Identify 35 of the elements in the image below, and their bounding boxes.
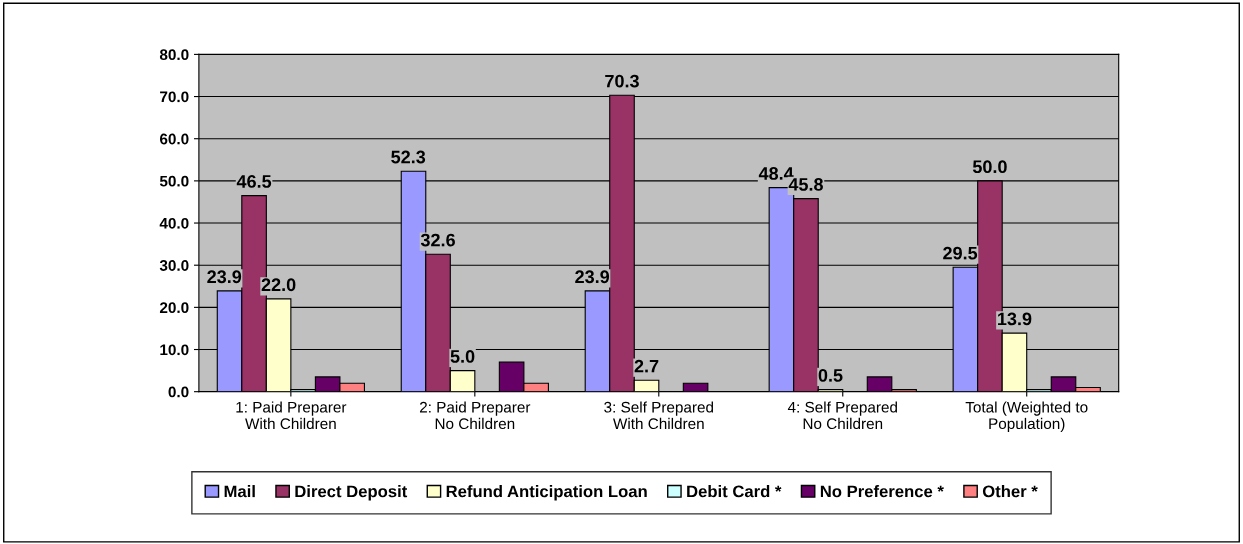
data-label: 46.5: [236, 175, 272, 188]
legend-label: No Preference *: [820, 485, 944, 498]
data-label: 52.3: [391, 150, 426, 164]
y-tick-label: 80.0: [159, 49, 189, 61]
data-label: 50.0: [972, 160, 1007, 174]
legend-label: Direct Deposit: [295, 485, 408, 501]
data-label: 23.9: [207, 270, 242, 284]
legend-label: Refund Anticipation Loan: [446, 485, 647, 501]
data-label: 5.0: [450, 350, 475, 363]
x-tick-label: 4: Self Prepared No Children: [787, 401, 897, 430]
data-label: 22.0: [261, 278, 296, 292]
data-label: 45.8: [788, 178, 823, 191]
data-label: 23.9: [575, 270, 610, 284]
legend-label: Debit Card *: [687, 485, 782, 498]
x-tick-label: 2: Paid Preparer No Children: [419, 401, 531, 430]
data-label: 48.4: [758, 167, 794, 180]
data-label: 70.3: [605, 74, 639, 88]
y-tick-label: 10.0: [160, 344, 189, 356]
data-label: 29.5: [943, 246, 978, 260]
y-tick-label: 70.0: [160, 91, 189, 103]
y-tick-label: 60.0: [159, 133, 189, 145]
data-label: 0.5: [818, 369, 843, 382]
y-tick-label: 20.0: [159, 302, 189, 314]
data-label: 32.6: [420, 233, 455, 247]
x-tick-label: 3: Self Prepared With Children: [604, 401, 714, 430]
y-tick-label: 30.0: [159, 260, 189, 271]
data-label: 2.7: [634, 359, 659, 373]
legend-label: Mail: [224, 485, 255, 498]
y-tick-label: 50.0: [159, 175, 189, 187]
legend-label: Other *: [982, 485, 1038, 498]
data-label: 13.9: [998, 312, 1032, 326]
x-tick-label: Total (Weighted to Population): [965, 401, 1088, 433]
y-tick-label: 40.0: [159, 217, 189, 229]
x-tick-label: 1: Paid Preparer With Children: [236, 401, 347, 430]
y-tick-label: 0.0: [168, 386, 189, 398]
